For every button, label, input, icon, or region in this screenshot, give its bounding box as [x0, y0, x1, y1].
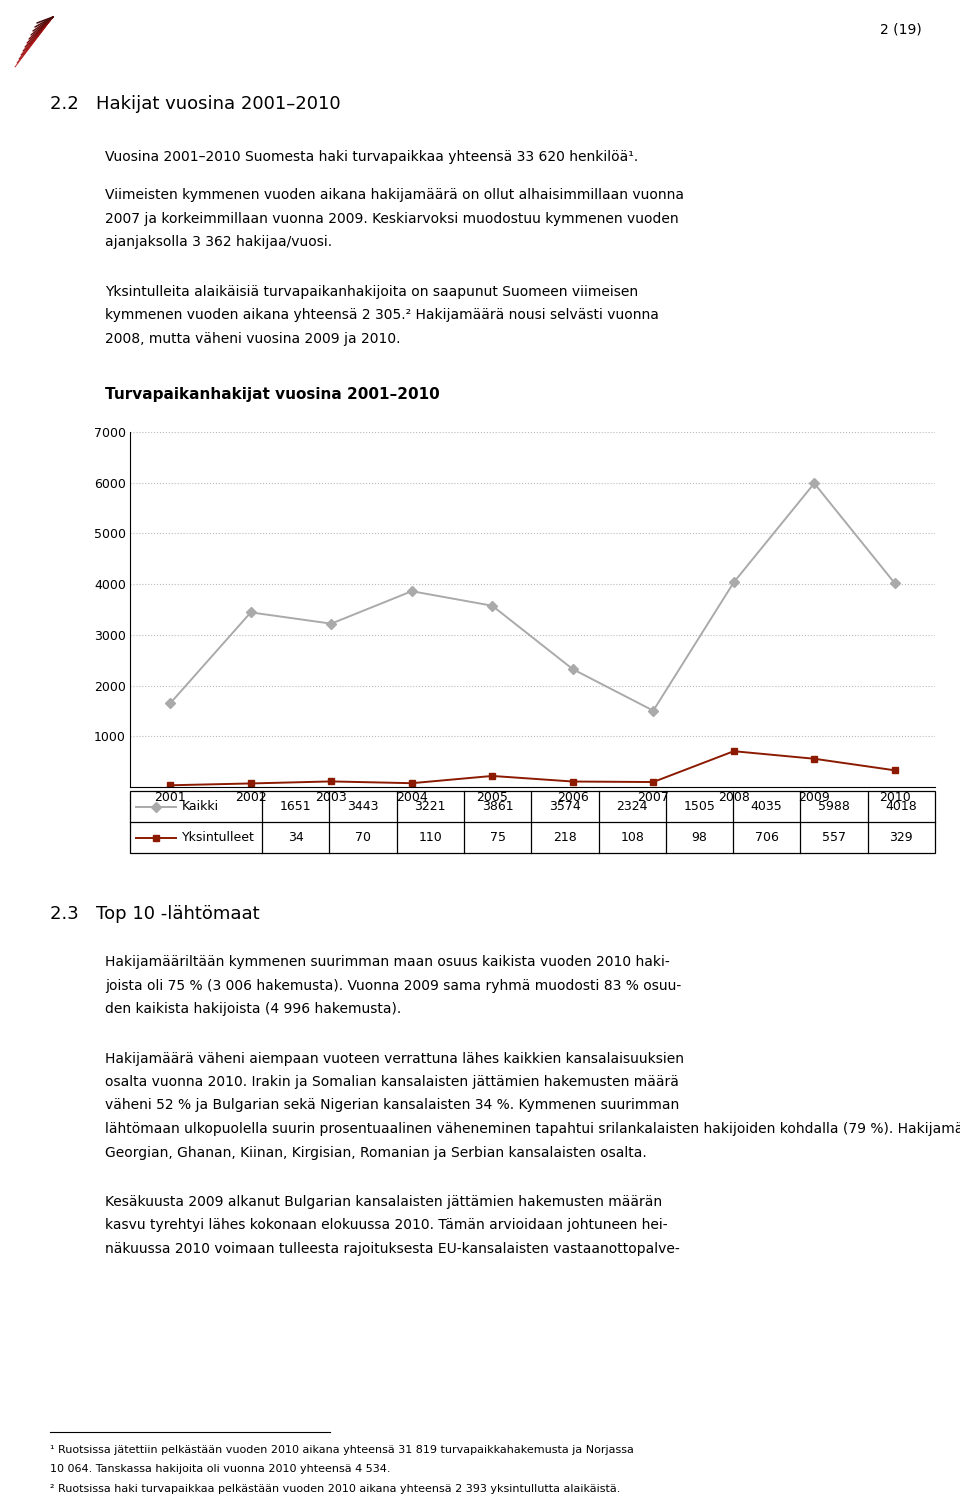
Text: joista oli 75 % (3 006 hakemusta). Vuonna 2009 sama ryhmä muodosti 83 % osuu-: joista oli 75 % (3 006 hakemusta). Vuonn…	[105, 979, 682, 993]
Text: 3221: 3221	[415, 800, 446, 814]
Text: 4018: 4018	[885, 800, 917, 814]
Text: Georgian, Ghanan, Kiinan, Kirgisian, Romanian ja Serbian kansalaisten osalta.: Georgian, Ghanan, Kiinan, Kirgisian, Rom…	[105, 1146, 647, 1160]
Text: Hakijamääriltään kymmenen suurimman maan osuus kaikista vuoden 2010 haki-: Hakijamääriltään kymmenen suurimman maan…	[105, 955, 670, 969]
Text: Kesäkuusta 2009 alkanut Bulgarian kansalaisten jättämien hakemusten määrän: Kesäkuusta 2009 alkanut Bulgarian kansal…	[105, 1196, 662, 1209]
Text: Yksintulleet: Yksintulleet	[182, 832, 254, 844]
Text: 98: 98	[691, 832, 708, 844]
Text: 2324: 2324	[616, 800, 648, 814]
Text: 2007 ja korkeimmillaan vuonna 2009. Keskiarvoksi muodostuu kymmenen vuoden: 2007 ja korkeimmillaan vuonna 2009. Kesk…	[105, 212, 679, 226]
Text: osalta vuonna 2010. Irakin ja Somalian kansalaisten jättämien hakemusten määrä: osalta vuonna 2010. Irakin ja Somalian k…	[105, 1075, 679, 1089]
Text: Turvapaikanhakijat vuosina 2001–2010: Turvapaikanhakijat vuosina 2001–2010	[105, 387, 440, 402]
Text: 4035: 4035	[751, 800, 782, 814]
Text: Kaikki: Kaikki	[182, 800, 219, 814]
Text: 329: 329	[890, 832, 913, 844]
Text: 34: 34	[288, 832, 303, 844]
Text: den kaikista hakijoista (4 996 hakemusta).: den kaikista hakijoista (4 996 hakemusta…	[105, 1002, 401, 1017]
Text: 1505: 1505	[684, 800, 715, 814]
Text: Yksintulleita alaikäisiä turvapaikanhakijoita on saapunut Suomeen viimeisen: Yksintulleita alaikäisiä turvapaikanhaki…	[105, 284, 638, 298]
Bar	[130, 791, 935, 853]
Text: 3861: 3861	[482, 800, 514, 814]
Text: 2008, mutta väheni vuosina 2009 ja 2010.: 2008, mutta väheni vuosina 2009 ja 2010.	[105, 331, 400, 346]
Text: kymmenen vuoden aikana yhteensä 2 305.² Hakijamäärä nousi selvästi vuonna: kymmenen vuoden aikana yhteensä 2 305.² …	[105, 308, 659, 322]
Text: 218: 218	[553, 832, 577, 844]
Text: Hakijamäärä väheni aiempaan vuoteen verrattuna lähes kaikkien kansalaisuuksien: Hakijamäärä väheni aiempaan vuoteen verr…	[105, 1051, 684, 1065]
Text: 10 064. Tanskassa hakijoita oli vuonna 2010 yhteensä 4 534.: 10 064. Tanskassa hakijoita oli vuonna 2…	[50, 1465, 391, 1474]
Text: 3443: 3443	[348, 800, 378, 814]
Text: kasvu tyrehtyi lähes kokonaan elokuussa 2010. Tämän arvioidaan johtuneen hei-: kasvu tyrehtyi lähes kokonaan elokuussa …	[105, 1218, 667, 1232]
Text: 2 (19): 2 (19)	[880, 23, 922, 36]
Text: 5988: 5988	[818, 800, 850, 814]
Text: 108: 108	[620, 832, 644, 844]
Text: väheni 52 % ja Bulgarian sekä Nigerian kansalaisten 34 %. Kymmenen suurimman: väheni 52 % ja Bulgarian sekä Nigerian k…	[105, 1098, 680, 1113]
Text: 1651: 1651	[279, 800, 311, 814]
Text: Vuosina 2001–2010 Suomesta haki turvapaikkaa yhteensä 33 620 henkilöä¹.: Vuosina 2001–2010 Suomesta haki turvapai…	[105, 150, 638, 164]
Text: 557: 557	[822, 832, 846, 844]
Text: Viimeisten kymmenen vuoden aikana hakijamäärä on ollut alhaisimmillaan vuonna: Viimeisten kymmenen vuoden aikana hakija…	[105, 188, 684, 202]
Text: 70: 70	[355, 832, 371, 844]
Text: ¹ Ruotsissa jätettiin pelkästään vuoden 2010 aikana yhteensä 31 819 turvapaikkah: ¹ Ruotsissa jätettiin pelkästään vuoden …	[50, 1445, 634, 1454]
Text: 110: 110	[419, 832, 443, 844]
Text: ajanjaksolla 3 362 hakijaa/vuosi.: ajanjaksolla 3 362 hakijaa/vuosi.	[105, 235, 332, 250]
Text: 75: 75	[490, 832, 506, 844]
Text: lähtömaan ulkopuolella suurin prosentuaalinen väheneminen tapahtui srilankalaist: lähtömaan ulkopuolella suurin prosentuaa…	[105, 1122, 960, 1136]
Text: näkuussa 2010 voimaan tulleesta rajoituksesta EU-kansalaisten vastaanottopalve-: näkuussa 2010 voimaan tulleesta rajoituk…	[105, 1242, 680, 1256]
Text: 2.3   Top 10 -lähtömaat: 2.3 Top 10 -lähtömaat	[50, 905, 259, 923]
Text: ² Ruotsissa haki turvapaikkaa pelkästään vuoden 2010 aikana yhteensä 2 393 yksin: ² Ruotsissa haki turvapaikkaa pelkästään…	[50, 1484, 620, 1493]
Text: 2.2   Hakijat vuosina 2001–2010: 2.2 Hakijat vuosina 2001–2010	[50, 95, 341, 113]
Text: 706: 706	[755, 832, 779, 844]
Text: 3574: 3574	[549, 800, 581, 814]
